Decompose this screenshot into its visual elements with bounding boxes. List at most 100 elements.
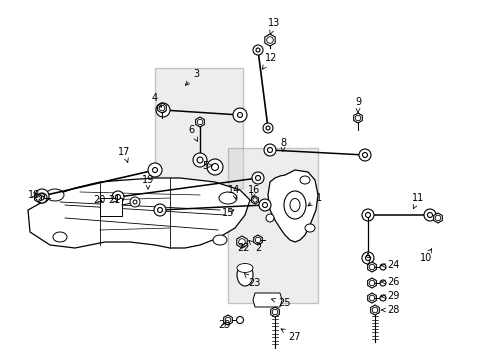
Text: 1: 1 [307,193,322,206]
Circle shape [36,196,40,200]
Text: 20: 20 [93,195,105,205]
Bar [100,198,122,216]
Circle shape [154,204,165,216]
Text: 2: 2 [248,240,261,253]
Circle shape [237,112,242,117]
Text: 27: 27 [281,329,300,342]
Circle shape [423,209,435,221]
Polygon shape [223,315,232,325]
Circle shape [371,307,377,313]
Circle shape [255,175,260,180]
Circle shape [361,252,373,264]
Circle shape [159,105,164,111]
Text: 17: 17 [118,147,130,162]
Circle shape [379,280,385,286]
Polygon shape [236,236,247,248]
Text: 28: 28 [381,305,399,315]
Circle shape [263,123,272,133]
Ellipse shape [213,235,226,245]
Circle shape [236,316,243,324]
Polygon shape [252,293,282,307]
Circle shape [130,197,140,207]
Text: 29: 29 [381,291,399,301]
Text: 8: 8 [280,138,285,151]
Text: 4: 4 [152,93,161,107]
Circle shape [252,198,257,202]
Text: 6: 6 [187,125,197,141]
Circle shape [358,149,370,161]
Circle shape [272,309,277,315]
Circle shape [197,119,203,125]
Text: 22: 22 [237,243,249,253]
Text: 13: 13 [267,18,280,34]
Circle shape [255,237,260,243]
Circle shape [197,157,203,163]
Text: 12: 12 [262,53,277,69]
Polygon shape [353,113,362,123]
Text: 16: 16 [247,185,260,198]
Ellipse shape [237,264,252,273]
Text: 26: 26 [381,277,399,287]
Polygon shape [270,307,279,317]
Circle shape [361,209,373,221]
Text: 11: 11 [411,193,424,209]
Text: 24: 24 [381,260,399,270]
Circle shape [368,264,374,270]
Polygon shape [367,262,376,272]
Circle shape [112,191,124,203]
Circle shape [264,144,275,156]
Ellipse shape [53,232,67,242]
Polygon shape [267,170,317,242]
Text: 29: 29 [218,320,230,330]
Text: 15: 15 [222,208,234,218]
Ellipse shape [265,214,273,222]
Circle shape [133,200,137,204]
Circle shape [160,108,165,112]
Ellipse shape [299,176,309,184]
Circle shape [211,163,218,171]
Circle shape [365,256,370,261]
Text: 25: 25 [271,298,290,308]
Circle shape [427,212,431,217]
Circle shape [232,108,246,122]
Circle shape [40,194,44,198]
Text: 10: 10 [419,249,431,263]
Ellipse shape [305,224,314,232]
Circle shape [265,126,269,130]
Polygon shape [253,235,262,245]
Text: 3: 3 [185,69,199,85]
Circle shape [266,37,273,43]
Text: 7: 7 [364,253,370,267]
Circle shape [157,207,162,212]
Circle shape [365,212,370,217]
Text: 21: 21 [108,195,120,205]
Polygon shape [28,178,249,248]
Text: 14: 14 [227,185,240,199]
Circle shape [152,167,157,172]
Polygon shape [157,103,166,113]
Circle shape [35,189,49,203]
Circle shape [379,295,385,301]
Circle shape [354,115,360,121]
Polygon shape [367,293,376,303]
Circle shape [368,280,374,286]
Text: 5: 5 [202,161,212,171]
Circle shape [252,45,263,55]
Polygon shape [433,213,442,223]
Circle shape [206,159,223,175]
Polygon shape [35,194,41,202]
Circle shape [267,148,272,153]
Ellipse shape [284,191,305,219]
Circle shape [251,172,264,184]
Circle shape [238,239,245,245]
Ellipse shape [46,189,64,201]
Circle shape [37,193,47,203]
Circle shape [259,199,270,211]
Polygon shape [251,196,258,204]
Circle shape [379,264,385,270]
Text: 19: 19 [142,175,154,189]
FancyBboxPatch shape [227,148,317,303]
FancyBboxPatch shape [155,68,243,188]
Circle shape [362,153,367,158]
Circle shape [115,194,120,199]
